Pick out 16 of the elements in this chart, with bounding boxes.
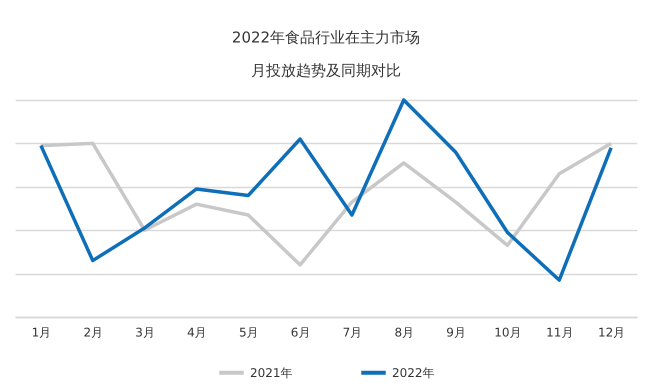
x-tick-label: 5月	[238, 326, 259, 340]
chart-subtitle: 月投放趋势及同期对比	[251, 61, 401, 80]
x-tick-label: 12月	[598, 326, 626, 340]
chart-title: 2022年食品行业在主力市场	[232, 28, 420, 46]
legend-label: 2022年	[392, 366, 435, 380]
x-tick-label: 2月	[83, 326, 104, 340]
x-tick-label: 7月	[342, 326, 362, 340]
x-tick-label: 6月	[290, 326, 310, 340]
x-tick-label: 8月	[394, 326, 414, 340]
legend-label: 2021年	[250, 366, 293, 380]
x-tick-label: 10月	[494, 326, 522, 340]
x-tick-label: 9月	[446, 326, 466, 340]
x-tick-label: 3月	[135, 326, 155, 340]
x-tick-label: 11月	[546, 326, 574, 340]
x-tick-label: 1月	[32, 326, 52, 340]
x-tick-label: 4月	[187, 326, 207, 340]
